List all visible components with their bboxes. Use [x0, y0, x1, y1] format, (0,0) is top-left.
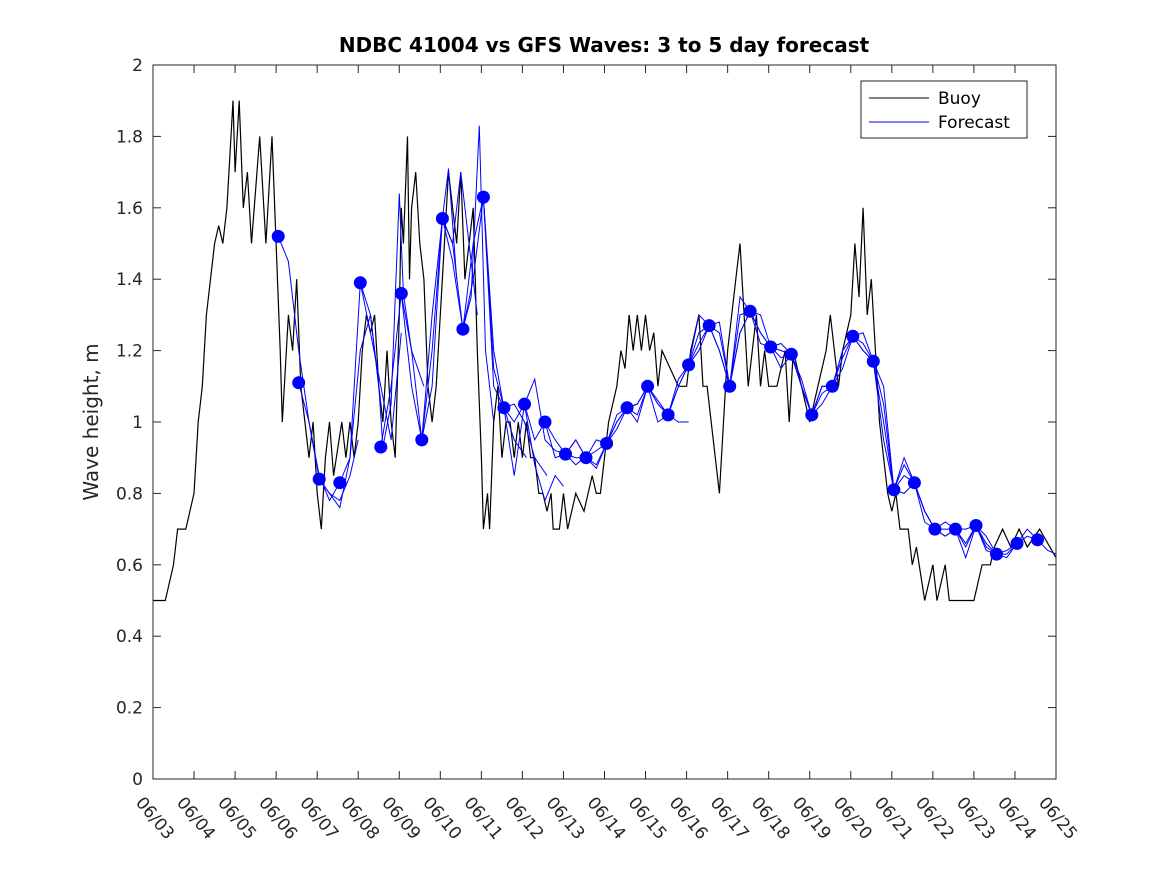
x-tick-label: 06/06 [254, 793, 301, 843]
forecast-marker-33 [948, 522, 962, 536]
forecast-marker-27 [825, 379, 839, 393]
forecast-marker-36 [1010, 536, 1024, 550]
forecast-marker-8 [435, 212, 449, 225]
y-tick-label: 1 [132, 413, 143, 433]
forecast-marker-35 [990, 547, 1003, 561]
forecast-marker-5 [374, 440, 388, 454]
forecast-marker-30 [887, 483, 901, 497]
forecast-line-3 [359, 193, 425, 448]
x-tick-label: 06/21 [870, 793, 917, 843]
x-tick-label: 06/04 [172, 793, 219, 843]
buoy-line [153, 100, 1056, 602]
x-tick-label: 06/19 [788, 793, 835, 843]
x-tick-label: 06/17 [706, 793, 753, 843]
x-tick-label: 06/23 [952, 793, 999, 843]
forecast-marker-11 [497, 401, 511, 415]
forecast-marker-2 [312, 472, 326, 486]
forecast-line-21 [729, 310, 813, 416]
forecast-marker-31 [907, 476, 921, 490]
axes-box [152, 64, 1057, 780]
x-tick-label: 06/18 [747, 793, 794, 843]
x-tick-label: 06/16 [665, 793, 712, 843]
y-tick-label: 0.8 [116, 484, 143, 504]
legend-buoy-label: Buoy [938, 89, 981, 109]
forecast-marker-4 [353, 276, 367, 290]
y-tick-label: 1.4 [116, 270, 143, 290]
forecast-marker-21 [702, 319, 716, 333]
forecast-line-22 [749, 311, 833, 417]
y-tick-label: 1.2 [116, 342, 143, 362]
forecast-marker-6 [394, 287, 408, 300]
x-tick-label: 06/10 [418, 793, 465, 843]
y-tick-label: 1.6 [116, 199, 143, 219]
y-tick-label: 0.2 [116, 699, 143, 719]
x-tick-label: 06/12 [501, 793, 548, 843]
x-tick-label: 06/13 [542, 793, 589, 843]
forecast-marker-26 [805, 408, 819, 422]
x-tick-label: 06/08 [336, 793, 383, 843]
y-tick-label: 1.8 [116, 127, 143, 147]
y-tick-label: 0.4 [116, 627, 143, 647]
x-tick-label: 06/24 [993, 793, 1040, 843]
forecast-marker-25 [784, 347, 798, 361]
y-tick-label: 0.6 [116, 556, 143, 576]
plot-area [153, 100, 1056, 602]
forecast-marker-28 [846, 329, 860, 343]
forecast-line-25 [811, 332, 895, 490]
x-tick-label: 06/22 [911, 793, 958, 843]
x-tick-label: 06/07 [295, 793, 342, 843]
forecast-marker-23 [743, 304, 757, 318]
forecast-marker-13 [538, 415, 552, 429]
forecast-marker-37 [1031, 533, 1044, 547]
forecast-marker-14 [559, 447, 572, 461]
y-tick-label: 2 [132, 56, 143, 76]
forecast-marker-12 [518, 397, 531, 411]
forecast-line-6 [421, 125, 495, 440]
legend: Buoy Forecast [860, 80, 1028, 139]
legend-forecast-label: Forecast [938, 113, 1010, 133]
forecast-line-4 [380, 168, 458, 448]
forecast-marker-20 [682, 358, 696, 372]
y-tick-label: 0 [132, 770, 143, 790]
forecast-marker-9 [456, 322, 470, 336]
forecast-marker-17 [620, 401, 634, 415]
x-tick-label: 06/05 [213, 793, 260, 843]
forecast-marker-7 [415, 433, 429, 447]
legend-box [860, 80, 1028, 139]
forecast-marker-22 [723, 379, 737, 393]
forecast-marker-19 [661, 408, 675, 422]
forecast-line-9 [482, 197, 564, 503]
forecast-line-1 [298, 314, 382, 502]
x-tick-label: 06/14 [583, 793, 630, 843]
x-tick-label: 06/11 [460, 793, 507, 843]
x-tick-label: 06/20 [829, 793, 876, 843]
forecast-marker-10 [476, 190, 490, 204]
x-tick-label: 06/03 [131, 793, 178, 843]
chart-title: NDBC 41004 vs GFS Waves: 3 to 5 day fore… [339, 33, 870, 57]
forecast-marker-1 [292, 376, 306, 390]
forecast-marker-16 [600, 436, 614, 450]
forecast-line-23 [770, 336, 854, 417]
forecast-line-15 [606, 384, 689, 444]
forecast-marker-29 [866, 354, 880, 368]
forecast-marker-0 [271, 229, 285, 243]
forecast-marker-24 [764, 340, 778, 354]
x-tick-label: 06/09 [377, 793, 424, 843]
forecast-marker-32 [928, 522, 942, 536]
forecast-marker-34 [969, 519, 983, 532]
forecast-marker-15 [579, 451, 593, 465]
forecast-marker-18 [641, 379, 655, 393]
x-tick-label: 06/25 [1034, 793, 1081, 843]
y-axis-label: Wave height, m [79, 343, 103, 500]
forecast-marker-3 [333, 476, 347, 490]
forecast-line-10 [503, 377, 585, 466]
x-tick-label: 06/15 [624, 793, 671, 843]
forecast-line-0 [277, 236, 359, 502]
axis-ticks: 00.20.40.60.811.21.41.61.8206/0306/0406/… [116, 56, 1081, 844]
